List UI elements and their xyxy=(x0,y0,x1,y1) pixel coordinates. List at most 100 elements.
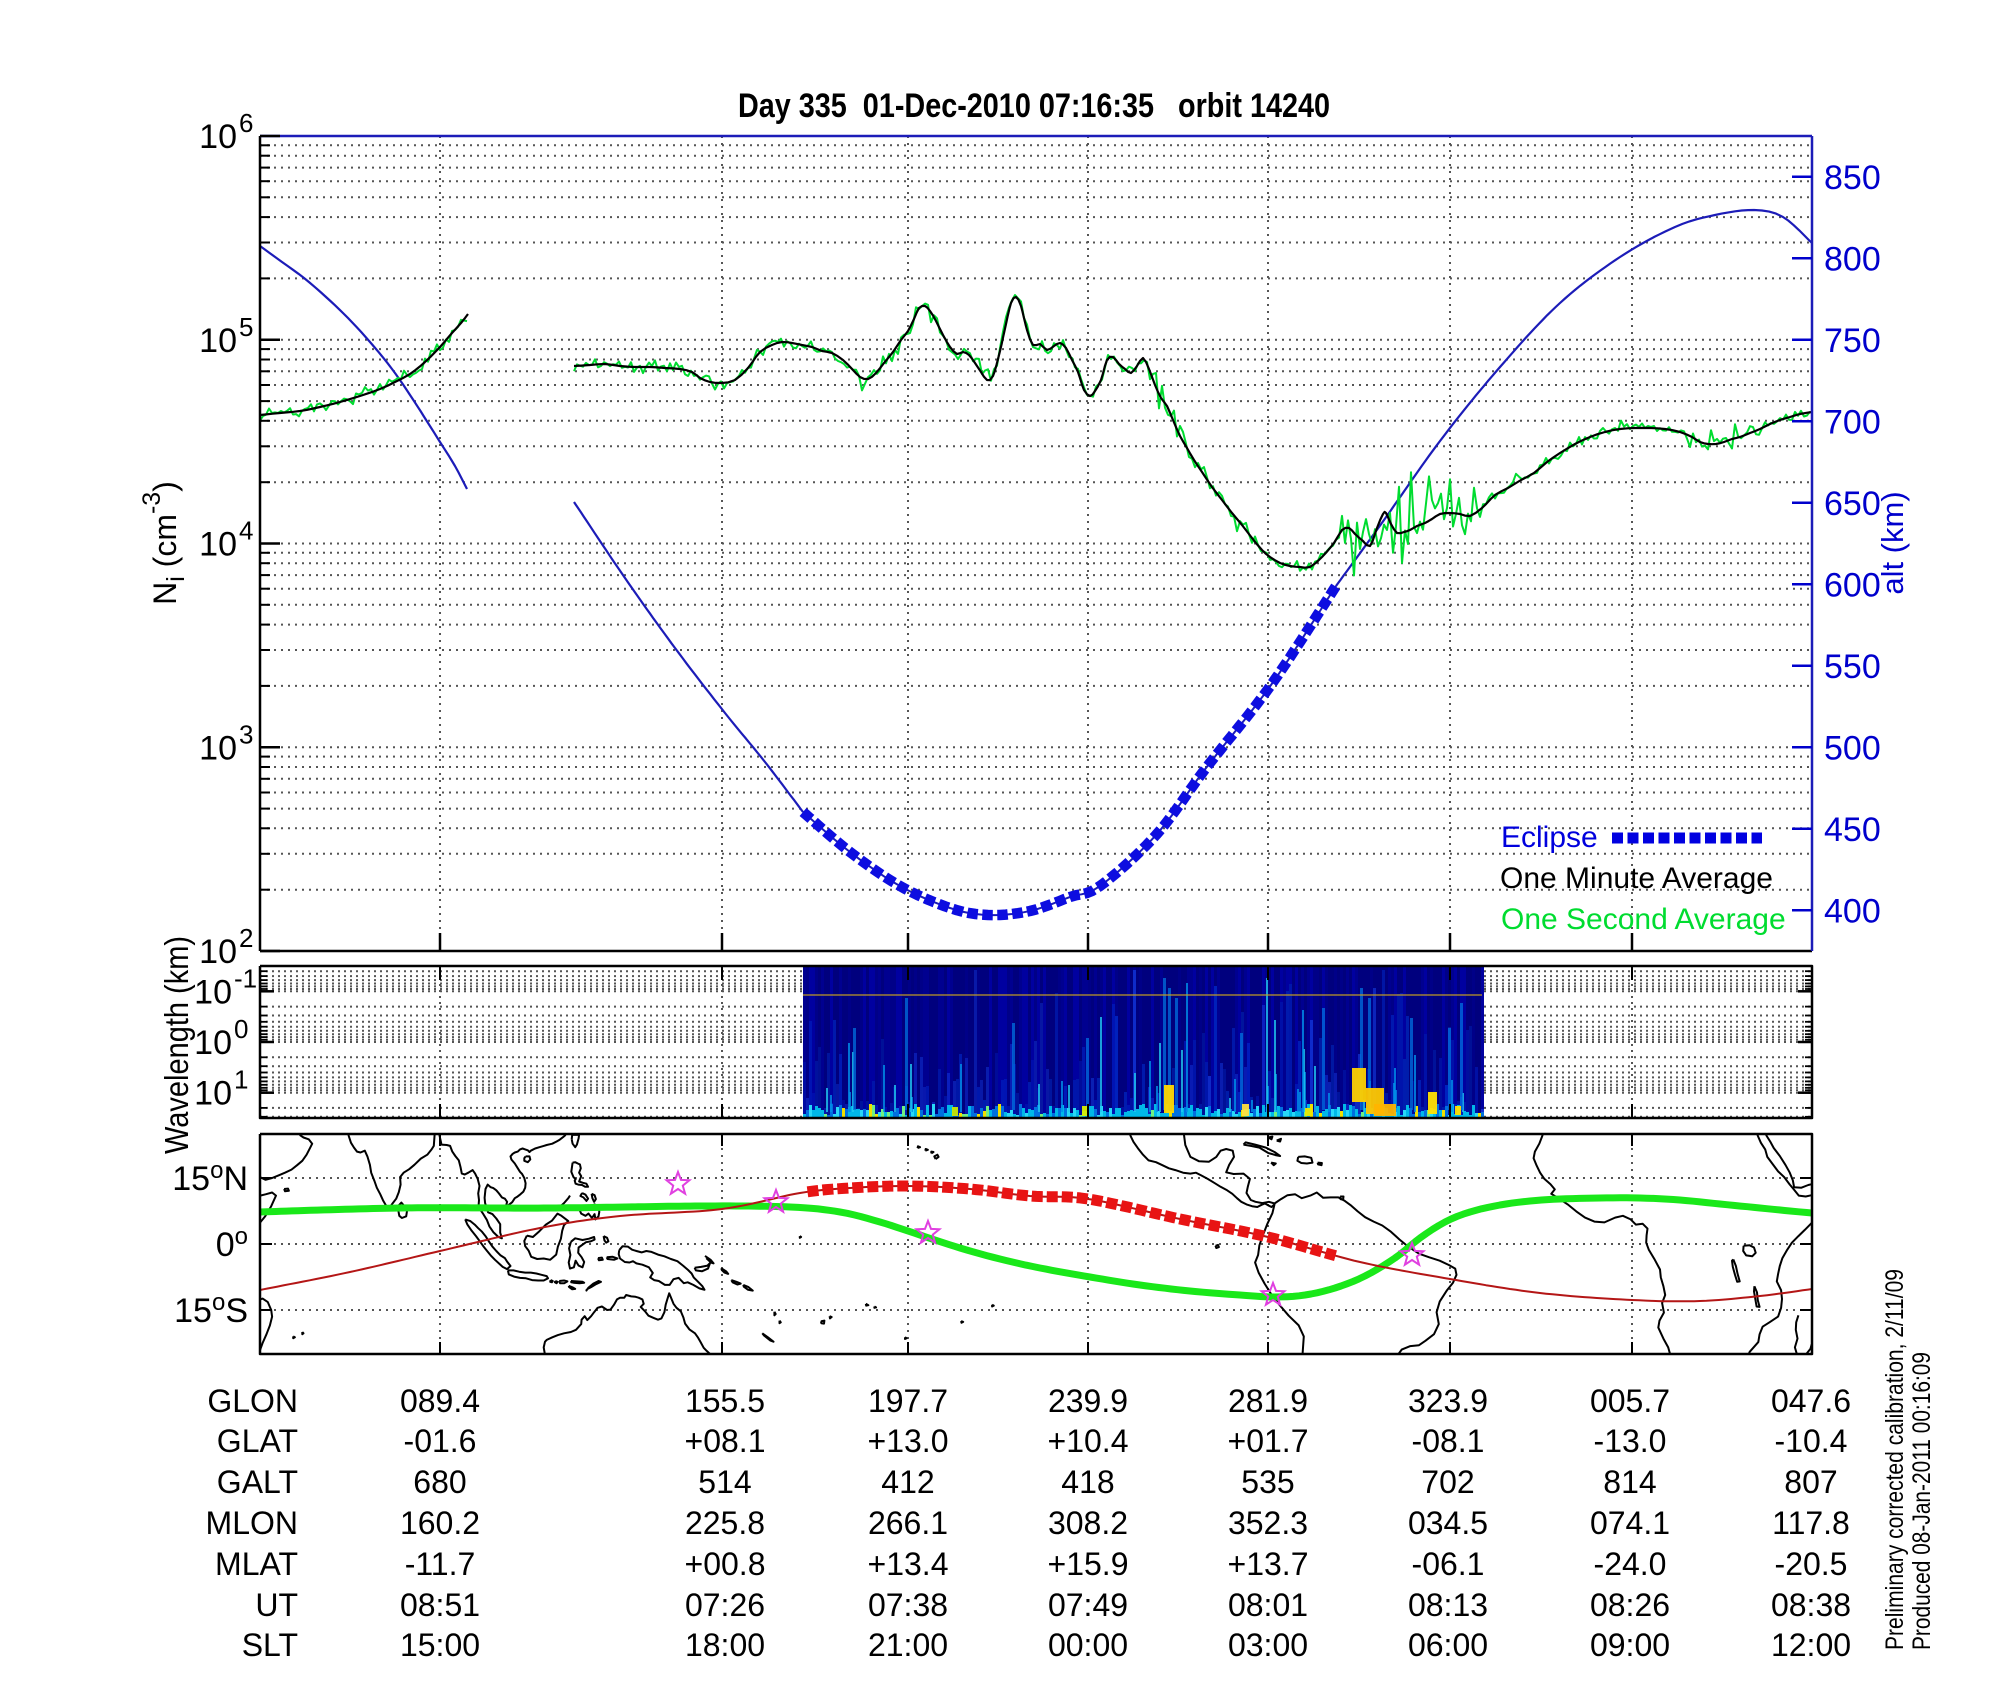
svg-text:12:00: 12:00 xyxy=(1771,1627,1851,1663)
svg-text:-06.1: -06.1 xyxy=(1412,1546,1485,1582)
svg-text:-24.0: -24.0 xyxy=(1594,1546,1667,1582)
svg-text:Day 335 01-Dec-2010 07:16:35: Day 335 01-Dec-2010 07:16:35 orbit 14240 xyxy=(738,87,1330,125)
svg-text:700: 700 xyxy=(1824,403,1881,441)
svg-text:089.4: 089.4 xyxy=(400,1383,480,1419)
svg-text:-01.6: -01.6 xyxy=(404,1423,477,1459)
svg-text:-10.4: -10.4 xyxy=(1775,1423,1848,1459)
svg-text:074.1: 074.1 xyxy=(1590,1505,1670,1541)
svg-text:117.8: 117.8 xyxy=(1772,1505,1850,1541)
svg-text:UT: UT xyxy=(255,1587,298,1623)
svg-text:600: 600 xyxy=(1824,566,1881,604)
svg-text:266.1: 266.1 xyxy=(868,1505,948,1541)
svg-text:10: 10 xyxy=(199,729,237,767)
svg-text:281.9: 281.9 xyxy=(1228,1383,1308,1419)
svg-text:15oN: 15oN xyxy=(172,1157,248,1198)
svg-text:2: 2 xyxy=(239,923,253,953)
svg-text:One Second Average: One Second Average xyxy=(1501,903,1786,936)
svg-text:09:00: 09:00 xyxy=(1590,1627,1670,1663)
svg-text:6: 6 xyxy=(239,108,253,138)
svg-text:650: 650 xyxy=(1824,485,1881,523)
svg-text:06:00: 06:00 xyxy=(1408,1627,1488,1663)
svg-text:10: 10 xyxy=(199,526,237,564)
svg-text:00:00: 00:00 xyxy=(1048,1627,1128,1663)
svg-text:+13.4: +13.4 xyxy=(868,1546,949,1582)
svg-text:MLON: MLON xyxy=(206,1505,298,1541)
svg-text:+10.4: +10.4 xyxy=(1048,1423,1129,1459)
svg-text:07:38: 07:38 xyxy=(868,1587,948,1623)
svg-text:10: 10 xyxy=(194,973,232,1011)
svg-text:225.8: 225.8 xyxy=(685,1505,765,1541)
svg-text:+13.0: +13.0 xyxy=(868,1423,949,1459)
svg-text:750: 750 xyxy=(1824,322,1881,360)
svg-text:Eclipse: Eclipse xyxy=(1501,821,1598,854)
svg-text:418: 418 xyxy=(1061,1464,1114,1500)
svg-text:500: 500 xyxy=(1824,729,1881,767)
svg-text:5: 5 xyxy=(239,312,253,342)
svg-text:+01.7: +01.7 xyxy=(1228,1423,1309,1459)
svg-text:514: 514 xyxy=(698,1464,751,1500)
svg-text:412: 412 xyxy=(881,1464,934,1500)
svg-text:alt (km): alt (km) xyxy=(1875,491,1910,594)
svg-text:680: 680 xyxy=(413,1464,466,1500)
svg-text:800: 800 xyxy=(1824,240,1881,278)
svg-text:239.9: 239.9 xyxy=(1048,1383,1128,1419)
svg-text:308.2: 308.2 xyxy=(1048,1505,1128,1541)
svg-text:0o: 0o xyxy=(216,1223,248,1264)
svg-text:-1: -1 xyxy=(234,963,257,993)
svg-text:10: 10 xyxy=(199,118,237,156)
svg-text:15:00: 15:00 xyxy=(400,1627,480,1663)
svg-text:323.9: 323.9 xyxy=(1408,1383,1488,1419)
svg-text:850: 850 xyxy=(1824,159,1881,197)
svg-text:535: 535 xyxy=(1241,1464,1294,1500)
svg-text:MLAT: MLAT xyxy=(215,1546,298,1582)
svg-text:10: 10 xyxy=(194,1075,232,1113)
svg-text:Produced 08-Jan-2011 00:16:09: Produced 08-Jan-2011 00:16:09 xyxy=(1908,1352,1936,1650)
svg-text:+08.1: +08.1 xyxy=(685,1423,766,1459)
svg-text:08:13: 08:13 xyxy=(1408,1587,1488,1623)
svg-text:047.6: 047.6 xyxy=(1771,1383,1851,1419)
svg-text:1: 1 xyxy=(234,1065,248,1095)
svg-text:10: 10 xyxy=(194,1024,232,1062)
svg-text:Wavelength (km): Wavelength (km) xyxy=(158,936,195,1154)
svg-text:+00.8: +00.8 xyxy=(685,1546,766,1582)
svg-text:One Minute Average: One Minute Average xyxy=(1500,862,1773,895)
svg-text:450: 450 xyxy=(1824,811,1881,849)
svg-text:-20.5: -20.5 xyxy=(1775,1546,1848,1582)
svg-text:08:01: 08:01 xyxy=(1228,1587,1308,1623)
svg-text:+13.7: +13.7 xyxy=(1228,1546,1309,1582)
svg-text:005.7: 005.7 xyxy=(1590,1383,1670,1419)
svg-text:10: 10 xyxy=(199,322,237,360)
svg-text:21:00: 21:00 xyxy=(868,1627,948,1663)
svg-text:07:49: 07:49 xyxy=(1048,1587,1128,1623)
svg-text:08:51: 08:51 xyxy=(400,1587,480,1623)
svg-text:0: 0 xyxy=(234,1014,248,1044)
svg-text:08:26: 08:26 xyxy=(1590,1587,1670,1623)
svg-text:15oS: 15oS xyxy=(174,1289,248,1330)
svg-text:352.3: 352.3 xyxy=(1228,1505,1308,1541)
svg-text:03:00: 03:00 xyxy=(1228,1627,1308,1663)
svg-text:-08.1: -08.1 xyxy=(1412,1423,1485,1459)
svg-text:07:26: 07:26 xyxy=(685,1587,765,1623)
svg-text:-11.7: -11.7 xyxy=(405,1546,476,1582)
svg-text:GLAT: GLAT xyxy=(217,1423,298,1459)
svg-text:Preliminary corrected calibrat: Preliminary corrected calibration, 2/11/… xyxy=(1881,1269,1909,1650)
svg-text:034.5: 034.5 xyxy=(1408,1505,1488,1541)
svg-text:814: 814 xyxy=(1603,1464,1656,1500)
svg-text:4: 4 xyxy=(239,516,253,546)
svg-text:SLT: SLT xyxy=(242,1627,298,1663)
svg-text:550: 550 xyxy=(1824,648,1881,686)
svg-text:08:38: 08:38 xyxy=(1771,1587,1851,1623)
svg-text:18:00: 18:00 xyxy=(685,1627,765,1663)
svg-text:155.5: 155.5 xyxy=(685,1383,765,1419)
svg-text:197.7: 197.7 xyxy=(868,1383,948,1419)
svg-text:807: 807 xyxy=(1784,1464,1837,1500)
svg-text:3: 3 xyxy=(239,719,253,749)
svg-text:+15.9: +15.9 xyxy=(1048,1546,1129,1582)
svg-text:GALT: GALT xyxy=(217,1464,298,1500)
svg-text:-13.0: -13.0 xyxy=(1594,1423,1667,1459)
svg-text:10: 10 xyxy=(199,933,237,971)
svg-text:702: 702 xyxy=(1421,1464,1474,1500)
svg-text:GLON: GLON xyxy=(207,1383,298,1419)
svg-text:400: 400 xyxy=(1824,892,1881,930)
svg-text:160.2: 160.2 xyxy=(400,1505,480,1541)
